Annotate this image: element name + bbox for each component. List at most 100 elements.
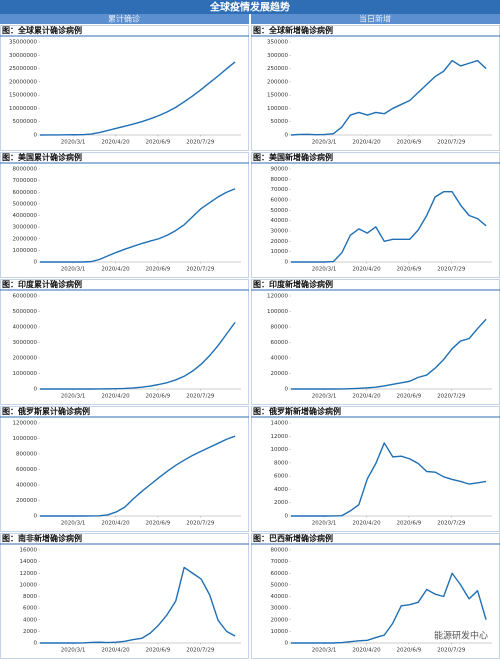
x-tick-label: 2020/6/9 — [146, 267, 171, 273]
y-tick-label: 30000 — [271, 229, 289, 235]
x-tick-label: 2020/4/20 — [352, 267, 381, 273]
y-tick-label: 2000 — [23, 629, 37, 635]
y-tick-label: 60000 — [271, 571, 289, 577]
y-tick-label: 70000 — [271, 187, 289, 193]
series-line — [40, 188, 236, 263]
column-header: 累计确诊 — [108, 14, 140, 24]
y-tick-label: 60000 — [271, 198, 289, 204]
panel-frame — [0, 406, 249, 532]
y-tick-label: 2000 — [274, 500, 288, 506]
y-tick-label: 8000 — [274, 460, 288, 466]
y-tick-label: 15000000 — [9, 93, 37, 99]
y-tick-label: 30000 — [271, 606, 289, 612]
y-tick-label: 6000 — [274, 474, 288, 480]
y-tick-label: 4000000 — [13, 213, 38, 219]
y-tick-label: 12000 — [271, 434, 289, 440]
y-tick-label: 1000000 — [13, 248, 38, 254]
column-header-bg — [0, 14, 249, 24]
y-tick-label: 35000000 — [9, 40, 37, 46]
series-line — [291, 318, 487, 390]
y-tick-label: 80000 — [271, 548, 289, 554]
panel-title: 图：美国新增确诊病例 — [253, 152, 333, 162]
y-tick-label: 0 — [34, 133, 38, 139]
y-tick-label: 7000000 — [13, 178, 38, 184]
y-tick-label: 50000 — [271, 582, 289, 588]
y-tick-label: 0 — [285, 260, 289, 266]
x-tick-label: 2020/6/9 — [146, 140, 171, 146]
y-tick-label: 200000 — [16, 498, 37, 504]
x-tick-label: 2020/6/9 — [397, 267, 422, 273]
panel-title: 图：南非新增确诊病例 — [2, 533, 82, 543]
y-tick-label: 60000 — [271, 340, 289, 346]
x-tick-label: 2020/7/29 — [186, 521, 215, 527]
x-tick-label: 2020/4/20 — [101, 521, 130, 527]
x-tick-label: 2020/7/29 — [186, 648, 215, 654]
x-tick-label: 2020/4/20 — [101, 648, 130, 654]
y-tick-label: 5000000 — [13, 309, 38, 315]
panel-title: 图：美国累计确诊病例 — [2, 152, 82, 162]
y-tick-label: 0 — [285, 133, 289, 139]
y-tick-label: 400000 — [16, 483, 37, 489]
series-line — [290, 59, 487, 136]
y-tick-label: 120000 — [267, 294, 288, 300]
y-tick-label: 20000000 — [9, 79, 37, 85]
x-tick-label: 2020/7/29 — [437, 521, 466, 527]
y-tick-label: 6000 — [23, 606, 37, 612]
y-tick-label: 4000 — [274, 487, 288, 493]
x-tick-label: 2020/3/1 — [61, 394, 86, 400]
y-tick-label: 0 — [285, 387, 289, 393]
y-tick-label: 6000000 — [13, 190, 38, 196]
x-tick-label: 2020/6/9 — [397, 521, 422, 527]
panel-title: 图：印度新增确诊病例 — [253, 279, 333, 289]
x-tick-label: 2020/6/9 — [146, 648, 171, 654]
y-tick-label: 150000 — [267, 93, 288, 99]
y-tick-label: 1200000 — [13, 421, 38, 427]
title-bar — [0, 0, 500, 14]
y-tick-label: 3000000 — [13, 225, 38, 231]
y-tick-label: 0 — [34, 641, 38, 647]
x-tick-label: 2020/7/29 — [437, 267, 466, 273]
y-tick-label: 200000 — [267, 79, 288, 85]
y-tick-label: 100000 — [267, 309, 288, 315]
y-tick-label: 5000000 — [13, 201, 38, 207]
series-line — [291, 572, 487, 644]
panel-title: 图：俄罗斯新增确诊病例 — [253, 406, 341, 416]
y-tick-label: 4000 — [23, 617, 37, 623]
panel-frame — [0, 152, 249, 278]
x-tick-label: 2020/4/20 — [352, 140, 381, 146]
y-tick-label: 0 — [285, 641, 289, 647]
y-tick-label: 800000 — [16, 452, 37, 458]
series-line — [291, 191, 487, 263]
y-tick-label: 3000000 — [13, 340, 38, 346]
y-tick-label: 70000 — [271, 559, 289, 565]
x-tick-label: 2020/3/1 — [61, 140, 86, 146]
x-tick-label: 2020/6/9 — [397, 648, 422, 654]
y-tick-label: 6000000 — [13, 294, 38, 300]
y-tick-label: 20000 — [271, 617, 289, 623]
y-tick-label: 50000 — [271, 119, 289, 125]
x-tick-label: 2020/7/29 — [437, 394, 466, 400]
y-tick-label: 50000 — [271, 208, 289, 214]
series-line — [40, 321, 236, 390]
x-tick-label: 2020/7/29 — [437, 140, 466, 146]
x-tick-label: 2020/4/20 — [101, 394, 130, 400]
x-tick-label: 2020/6/9 — [397, 140, 422, 146]
y-tick-label: 40000 — [271, 594, 289, 600]
x-tick-label: 2020/3/1 — [312, 140, 337, 146]
x-tick-label: 2020/3/1 — [61, 521, 86, 527]
y-tick-label: 0 — [34, 387, 38, 393]
y-tick-label: 8000000 — [13, 167, 38, 173]
x-tick-label: 2020/6/9 — [146, 394, 171, 400]
x-tick-label: 2020/3/1 — [312, 394, 337, 400]
y-tick-label: 250000 — [267, 66, 288, 72]
x-tick-label: 2020/3/1 — [312, 267, 337, 273]
panel-title: 图：俄罗斯累计确诊病例 — [2, 406, 90, 416]
x-tick-label: 2020/3/1 — [312, 648, 337, 654]
y-tick-label: 80000 — [271, 177, 289, 183]
y-tick-label: 10000 — [20, 582, 38, 588]
y-tick-label: 40000 — [271, 356, 289, 362]
page-title: 全球疫情发展趋势 — [209, 1, 290, 14]
y-tick-label: 90000 — [271, 167, 289, 173]
y-tick-label: 600000 — [16, 467, 37, 473]
